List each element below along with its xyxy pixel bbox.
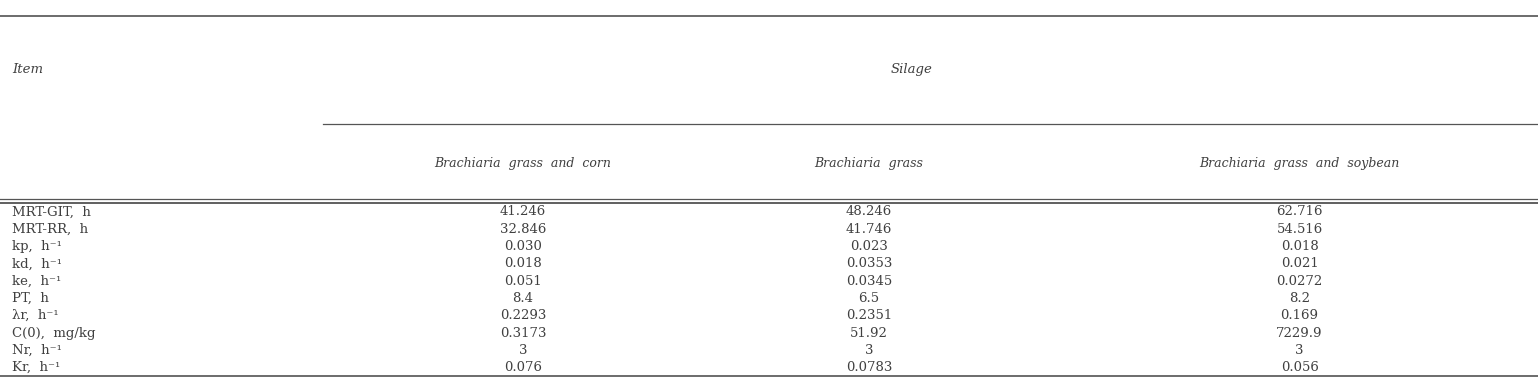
- Text: 0.169: 0.169: [1281, 309, 1318, 322]
- Text: 0.0272: 0.0272: [1277, 275, 1323, 288]
- Text: 0.076: 0.076: [504, 361, 541, 374]
- Text: 0.021: 0.021: [1281, 257, 1318, 270]
- Text: 0.2351: 0.2351: [846, 309, 892, 322]
- Text: λr,  h⁻¹: λr, h⁻¹: [12, 309, 58, 322]
- Text: 41.246: 41.246: [500, 205, 546, 218]
- Text: Item: Item: [12, 63, 43, 76]
- Text: 51.92: 51.92: [851, 327, 887, 340]
- Text: 0.051: 0.051: [504, 275, 541, 288]
- Text: Brachiaria  grass: Brachiaria grass: [815, 157, 923, 170]
- Text: 62.716: 62.716: [1277, 205, 1323, 218]
- Text: 0.030: 0.030: [504, 240, 541, 253]
- Text: PT,  h: PT, h: [12, 292, 49, 305]
- Text: 54.516: 54.516: [1277, 223, 1323, 236]
- Text: 6.5: 6.5: [858, 292, 880, 305]
- Text: MRT-RR,  h: MRT-RR, h: [12, 223, 88, 236]
- Text: 0.018: 0.018: [504, 257, 541, 270]
- Text: MRT-GIT,  h: MRT-GIT, h: [12, 205, 91, 218]
- Text: Brachiaria  grass  and  soybean: Brachiaria grass and soybean: [1200, 157, 1400, 170]
- Text: 3: 3: [864, 344, 874, 357]
- Text: 3: 3: [518, 344, 528, 357]
- Text: 41.746: 41.746: [846, 223, 892, 236]
- Text: Brachiaria  grass  and  corn: Brachiaria grass and corn: [434, 157, 612, 170]
- Text: 0.018: 0.018: [1281, 240, 1318, 253]
- Text: 0.0345: 0.0345: [846, 275, 892, 288]
- Text: 3: 3: [1295, 344, 1304, 357]
- Text: 8.2: 8.2: [1289, 292, 1310, 305]
- Text: 0.3173: 0.3173: [500, 327, 546, 340]
- Text: Silage: Silage: [891, 63, 932, 76]
- Text: C(0),  mg/kg: C(0), mg/kg: [12, 327, 95, 340]
- Text: 0.2293: 0.2293: [500, 309, 546, 322]
- Text: kd,  h⁻¹: kd, h⁻¹: [12, 257, 63, 270]
- Text: 0.0783: 0.0783: [846, 361, 892, 374]
- Text: 0.023: 0.023: [851, 240, 887, 253]
- Text: 48.246: 48.246: [846, 205, 892, 218]
- Text: kp,  h⁻¹: kp, h⁻¹: [12, 240, 62, 253]
- Text: Nr,  h⁻¹: Nr, h⁻¹: [12, 344, 62, 357]
- Text: 7229.9: 7229.9: [1277, 327, 1323, 340]
- Text: 32.846: 32.846: [500, 223, 546, 236]
- Text: 0.056: 0.056: [1281, 361, 1318, 374]
- Text: 8.4: 8.4: [512, 292, 534, 305]
- Text: 0.0353: 0.0353: [846, 257, 892, 270]
- Text: ke,  h⁻¹: ke, h⁻¹: [12, 275, 62, 288]
- Text: Kr,  h⁻¹: Kr, h⁻¹: [12, 361, 60, 374]
